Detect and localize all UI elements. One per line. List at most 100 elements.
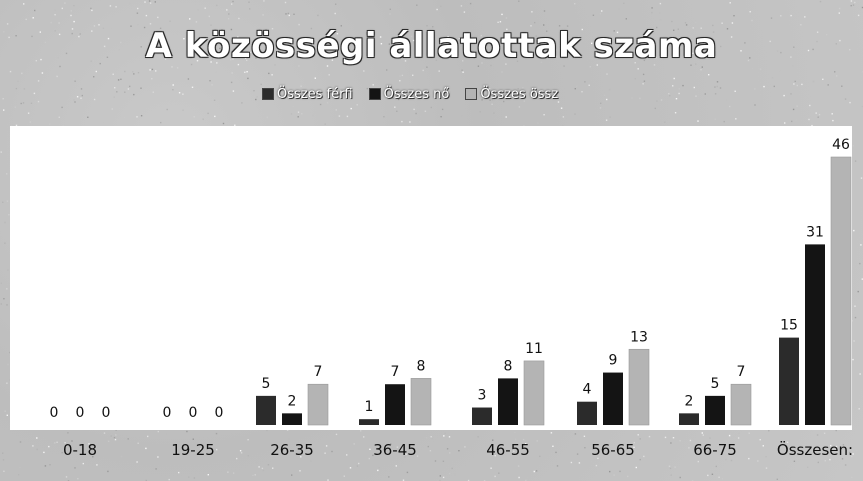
texture-speck bbox=[517, 465, 520, 467]
texture-speck bbox=[404, 456, 406, 458]
texture-speck bbox=[639, 458, 641, 461]
texture-speck bbox=[325, 445, 328, 447]
texture-speck bbox=[130, 25, 132, 27]
texture-speck bbox=[854, 1, 856, 4]
texture-speck bbox=[99, 62, 101, 65]
texture-speck bbox=[0, 151, 2, 153]
texture-speck bbox=[513, 450, 515, 452]
texture-speck bbox=[689, 439, 692, 442]
texture-speck bbox=[157, 16, 159, 19]
texture-speck bbox=[616, 31, 619, 34]
texture-speck bbox=[93, 98, 96, 101]
texture-speck bbox=[857, 254, 859, 256]
texture-speck bbox=[76, 96, 79, 98]
texture-speck bbox=[492, 439, 494, 441]
bar-chart: 0 0 0 0-18 0 0 0 19-25 5 2 7 26-35 1 7 8 36-45 3 8 11 46-55… bbox=[50, 137, 852, 459]
texture-speck bbox=[684, 22, 687, 24]
texture-speck bbox=[159, 27, 162, 29]
texture-speck bbox=[690, 64, 692, 66]
texture-speck bbox=[120, 455, 123, 458]
texture-speck bbox=[707, 474, 709, 477]
texture-speck bbox=[709, 46, 712, 48]
texture-speck bbox=[854, 160, 857, 162]
texture-speck bbox=[232, 90, 235, 92]
texture-speck bbox=[723, 120, 725, 123]
texture-speck bbox=[23, 88, 26, 90]
texture-speck bbox=[155, 468, 157, 470]
texture-speck bbox=[574, 88, 576, 90]
texture-speck bbox=[256, 96, 258, 98]
texture-speck bbox=[435, 59, 438, 61]
texture-speck bbox=[263, 0, 265, 2]
data-label: 0 bbox=[76, 405, 85, 421]
texture-speck bbox=[133, 73, 135, 75]
texture-speck bbox=[44, 41, 47, 44]
texture-speck bbox=[182, 109, 184, 111]
texture-speck bbox=[155, 70, 157, 72]
texture-speck bbox=[293, 13, 295, 15]
texture-speck bbox=[517, 88, 519, 90]
texture-speck bbox=[244, 57, 247, 59]
texture-speck bbox=[639, 97, 641, 100]
texture-speck bbox=[192, 438, 194, 440]
texture-speck bbox=[744, 42, 746, 44]
texture-speck bbox=[454, 473, 456, 476]
texture-speck bbox=[335, 109, 337, 111]
x-tick-label: 46-55 bbox=[486, 441, 530, 459]
texture-speck bbox=[461, 69, 463, 71]
texture-speck bbox=[578, 11, 580, 13]
texture-speck bbox=[623, 2, 625, 4]
texture-speck bbox=[552, 42, 554, 45]
texture-speck bbox=[96, 464, 98, 466]
texture-speck bbox=[33, 92, 36, 95]
texture-speck bbox=[6, 288, 8, 290]
texture-speck bbox=[394, 106, 396, 108]
texture-speck bbox=[207, 474, 209, 476]
texture-speck bbox=[215, 71, 217, 73]
texture-speck bbox=[852, 4, 855, 6]
texture-speck bbox=[246, 59, 248, 61]
texture-speck bbox=[574, 433, 577, 435]
texture-speck bbox=[613, 474, 615, 476]
texture-speck bbox=[418, 50, 420, 52]
texture-speck bbox=[227, 18, 230, 20]
texture-speck bbox=[553, 51, 556, 53]
texture-speck bbox=[326, 102, 329, 104]
texture-speck bbox=[461, 115, 463, 117]
texture-speck bbox=[861, 6, 863, 9]
texture-speck bbox=[392, 97, 394, 100]
texture-speck bbox=[207, 112, 209, 115]
bar-26-35-1 bbox=[282, 413, 302, 425]
texture-speck bbox=[396, 110, 398, 112]
texture-speck bbox=[102, 27, 105, 29]
texture-speck bbox=[501, 71, 503, 73]
texture-speck bbox=[811, 124, 813, 127]
texture-speck bbox=[546, 30, 548, 32]
legend-label-female: Összes nő bbox=[383, 86, 450, 102]
texture-speck bbox=[334, 12, 336, 15]
texture-speck bbox=[839, 39, 841, 42]
texture-speck bbox=[439, 479, 441, 481]
texture-speck bbox=[149, 23, 152, 25]
bar-Összesen:-1 bbox=[805, 244, 825, 425]
texture-speck bbox=[533, 470, 535, 473]
texture-speck bbox=[249, 51, 252, 54]
texture-speck bbox=[4, 410, 6, 412]
texture-speck bbox=[430, 436, 432, 438]
texture-speck bbox=[41, 72, 44, 74]
texture-speck bbox=[692, 52, 694, 54]
texture-speck bbox=[65, 476, 68, 478]
texture-speck bbox=[110, 28, 113, 30]
texture-speck bbox=[140, 87, 142, 89]
texture-speck bbox=[553, 56, 555, 58]
texture-speck bbox=[202, 118, 204, 120]
texture-speck bbox=[588, 84, 590, 86]
texture-speck bbox=[416, 32, 419, 34]
texture-speck bbox=[738, 432, 740, 435]
texture-speck bbox=[190, 63, 193, 66]
texture-speck bbox=[731, 79, 734, 82]
texture-speck bbox=[489, 99, 491, 101]
texture-speck bbox=[6, 304, 8, 306]
texture-speck bbox=[155, 40, 158, 42]
texture-speck bbox=[552, 445, 554, 447]
